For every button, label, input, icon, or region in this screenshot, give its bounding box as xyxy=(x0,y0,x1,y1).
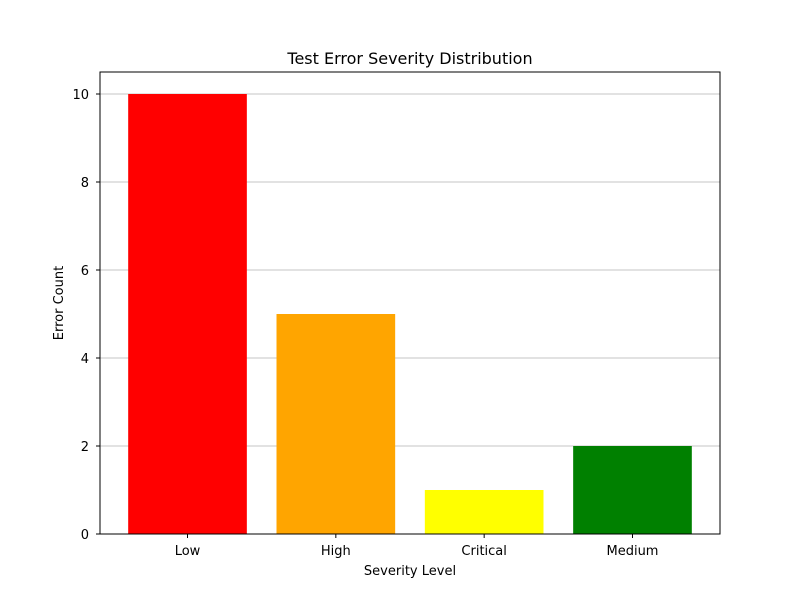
y-tick-label: 10 xyxy=(72,88,89,103)
bar-critical xyxy=(424,490,544,534)
y-tick-label: 6 xyxy=(81,264,89,279)
x-tick-label-low: Low xyxy=(175,544,201,559)
bar-medium xyxy=(573,446,692,534)
y-tick-label: 4 xyxy=(81,352,89,367)
chart-title: Test Error Severity Distribution xyxy=(286,49,532,68)
y-axis-label: Error Count xyxy=(52,266,67,340)
y-tick-label: 0 xyxy=(81,528,89,543)
y-axis-ticks: 0 2 4 6 8 10 xyxy=(72,88,100,543)
y-tick-label: 2 xyxy=(81,440,89,455)
x-axis-label: Severity Level xyxy=(364,564,456,579)
x-axis-ticks: Low High Critical Medium xyxy=(175,534,658,559)
bars xyxy=(128,94,692,534)
y-tick-label: 8 xyxy=(81,176,89,191)
bar-high xyxy=(276,314,396,534)
x-tick-label-high: High xyxy=(321,544,351,559)
bar-low xyxy=(128,94,247,534)
x-tick-label-critical: Critical xyxy=(461,544,506,559)
plot-area-frame xyxy=(99,71,721,535)
x-tick-label-medium: Medium xyxy=(606,544,658,559)
